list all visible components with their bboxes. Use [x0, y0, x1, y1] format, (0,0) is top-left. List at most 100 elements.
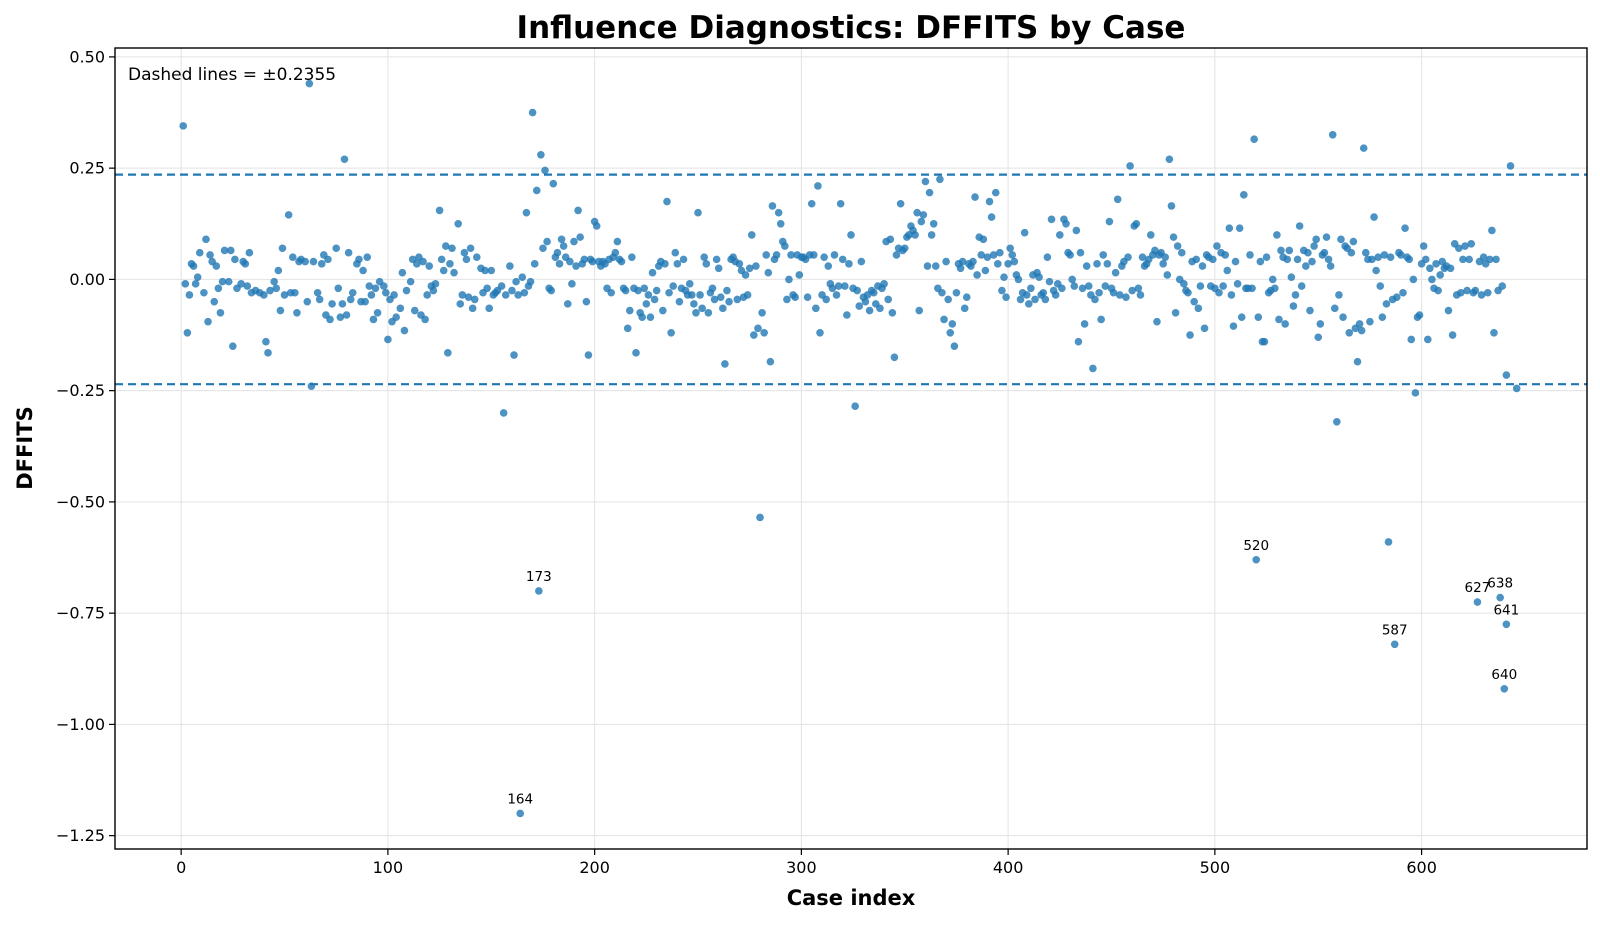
x-tick-label: 500	[1200, 858, 1231, 877]
data-point	[830, 251, 839, 259]
data-point	[516, 809, 525, 818]
data-point	[1368, 255, 1376, 264]
data-point	[776, 219, 785, 228]
y-tick-label: −0.25	[56, 381, 105, 400]
data-point	[472, 253, 481, 261]
data-points	[179, 79, 1521, 818]
data-point	[280, 291, 289, 299]
data-point	[543, 237, 551, 246]
data-point	[628, 253, 636, 261]
data-point	[1353, 357, 1362, 366]
data-point	[723, 286, 731, 295]
data-point	[1390, 640, 1399, 649]
y-tick-label: −1.00	[56, 715, 105, 734]
data-point	[983, 253, 992, 261]
data-point	[607, 288, 615, 297]
data-point	[747, 231, 756, 239]
data-point	[1190, 297, 1198, 306]
data-point	[929, 219, 938, 228]
data-point	[1194, 304, 1203, 313]
data-point	[1271, 284, 1279, 293]
data-point	[1330, 304, 1339, 313]
data-point	[733, 295, 742, 304]
data-point	[1080, 320, 1089, 328]
data-point	[665, 288, 673, 297]
data-point	[1444, 306, 1453, 315]
data-point	[1208, 255, 1217, 264]
data-point	[663, 197, 671, 206]
data-point	[781, 242, 789, 250]
data-point	[828, 284, 837, 293]
data-point	[237, 280, 245, 288]
data-point	[179, 122, 188, 130]
data-point	[1295, 222, 1304, 230]
data-point	[1345, 329, 1354, 337]
data-point	[570, 237, 578, 246]
data-point	[338, 300, 347, 308]
y-tick-label: 0.50	[69, 47, 105, 66]
data-point	[444, 349, 452, 357]
data-point	[1349, 237, 1358, 246]
data-point	[936, 175, 944, 184]
data-point	[324, 255, 332, 264]
point-label-173: 173	[526, 569, 552, 585]
data-point	[1134, 284, 1143, 293]
data-point	[1198, 262, 1207, 270]
data-point	[1457, 288, 1465, 297]
data-point	[1256, 257, 1265, 266]
data-point	[1399, 288, 1407, 297]
data-point	[568, 280, 576, 288]
data-point	[884, 295, 893, 304]
data-point	[220, 246, 229, 255]
data-point	[520, 288, 529, 297]
threshold-lines	[115, 173, 1587, 386]
data-point	[462, 255, 471, 264]
data-point	[772, 251, 781, 259]
data-point	[1273, 231, 1281, 239]
data-point	[896, 199, 905, 208]
data-point	[795, 271, 804, 279]
data-point	[758, 308, 766, 317]
data-point	[1047, 215, 1056, 224]
data-point	[1293, 255, 1302, 264]
data-point	[923, 262, 932, 270]
data-point	[1024, 300, 1033, 308]
data-point	[1237, 313, 1246, 322]
data-point	[880, 280, 888, 288]
data-point	[716, 293, 725, 302]
data-point	[1002, 293, 1010, 302]
data-point	[648, 268, 657, 277]
data-point	[243, 282, 252, 290]
data-point	[1314, 333, 1323, 342]
data-point	[425, 262, 434, 270]
data-point	[650, 295, 659, 304]
data-point	[785, 275, 793, 284]
data-point	[334, 284, 343, 293]
data-point	[382, 288, 390, 297]
data-point	[1128, 286, 1136, 295]
data-point	[526, 277, 535, 286]
data-point	[210, 297, 219, 306]
data-point	[189, 262, 198, 270]
data-point	[913, 208, 921, 217]
data-point	[900, 244, 909, 253]
data-point	[855, 302, 864, 310]
point-label-638: 638	[1487, 576, 1513, 592]
data-point	[981, 266, 990, 275]
data-point	[1051, 291, 1060, 299]
data-point	[315, 295, 324, 304]
data-point	[1471, 286, 1480, 295]
data-point	[497, 282, 506, 290]
data-point	[506, 262, 514, 270]
data-point	[1058, 284, 1066, 293]
data-point	[911, 231, 919, 239]
data-point	[704, 308, 713, 317]
data-point	[332, 244, 341, 253]
data-point	[768, 202, 777, 210]
data-point	[582, 297, 591, 306]
data-point	[508, 286, 516, 295]
data-point	[1304, 248, 1312, 257]
data-point	[766, 357, 775, 366]
data-point	[384, 335, 392, 344]
data-point	[820, 253, 828, 261]
